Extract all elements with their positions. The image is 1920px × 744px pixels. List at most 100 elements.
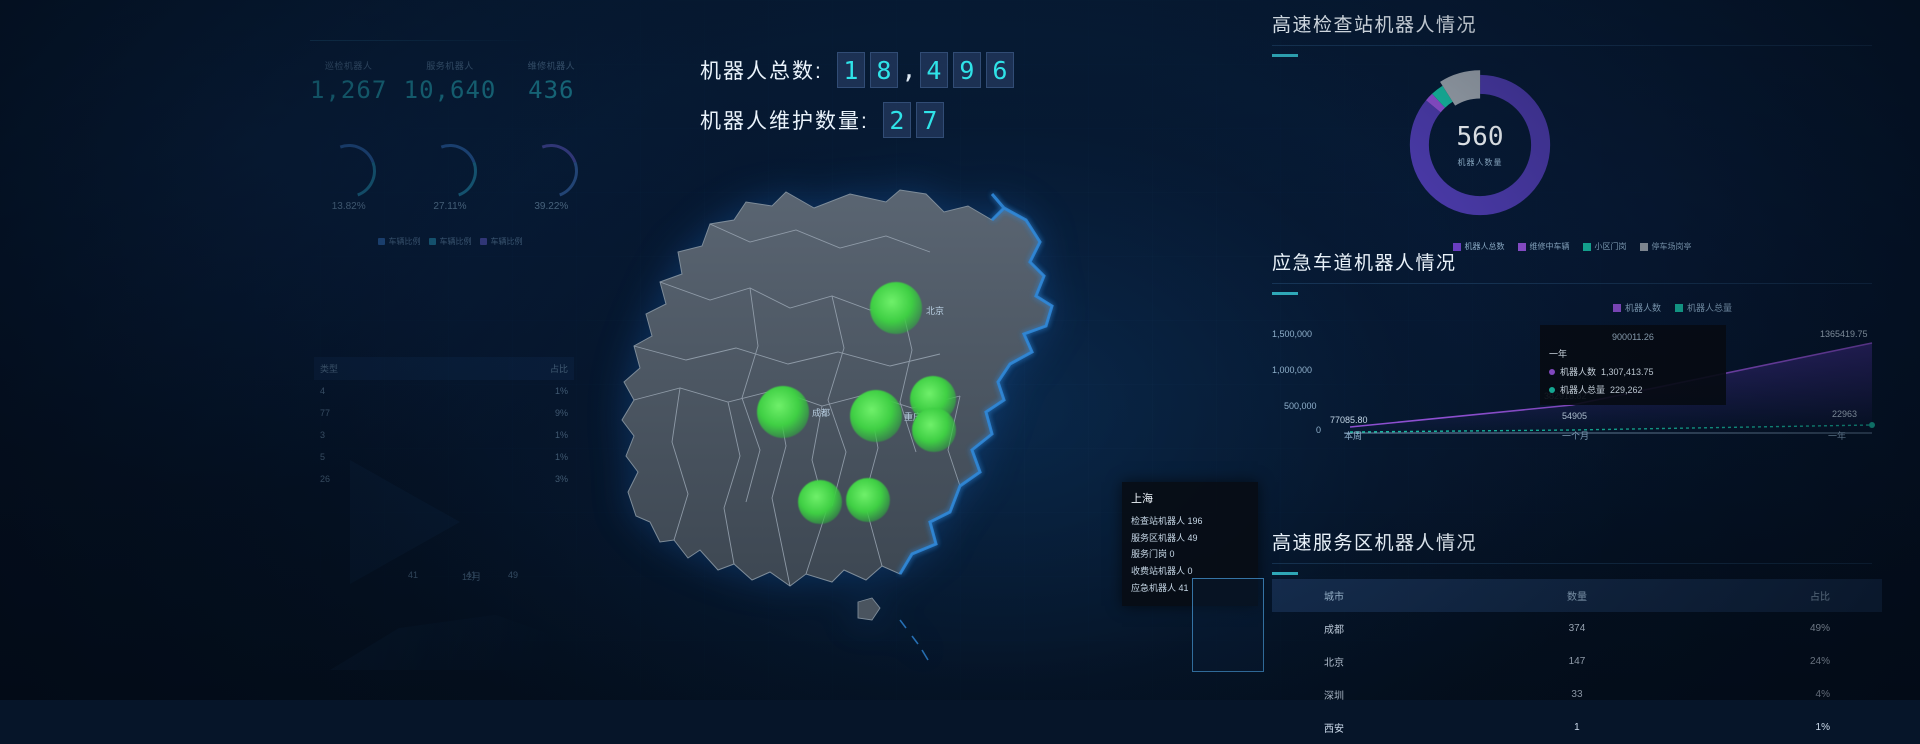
- data-point[interactable]: [1869, 422, 1875, 428]
- digit: 4: [919, 52, 948, 88]
- gauge-percent: 13.82%: [331, 201, 366, 212]
- map-marker-hangzhou[interactable]: [912, 408, 956, 452]
- donut-value: 560: [1456, 122, 1504, 152]
- counter-total-row: 机器人总数: 1 8 , 4 9 6: [700, 52, 1014, 88]
- map-tooltip-row: 服务区机器人 49: [1131, 532, 1198, 543]
- kpi-caption: 维修机器人: [527, 61, 576, 71]
- gauge-arc-icon: [312, 135, 385, 207]
- map-inset-box[interactable]: [1192, 578, 1264, 672]
- tooltip-row-label: 机器人数: [1560, 367, 1597, 377]
- table-row[interactable]: 北京 147 24%: [1272, 645, 1882, 678]
- legend-item: 车辆比例: [428, 236, 472, 247]
- counter-maintenance-digits: 2 7: [882, 102, 944, 138]
- left-legend: 车辆比例 车辆比例 车辆比例: [300, 236, 600, 247]
- column-header-share: 占比: [1614, 579, 1882, 612]
- section-title: 应急车道机器人情况: [1272, 253, 1457, 274]
- digit: 2: [882, 102, 911, 138]
- map-island: [857, 597, 881, 621]
- map-tooltip-title: 上海: [1131, 493, 1153, 505]
- kpi-caption: 巡检机器人: [324, 61, 373, 71]
- column-header-city: 城市: [1272, 579, 1540, 612]
- cell-count: 33: [1571, 689, 1583, 700]
- cell-share: 3%: [554, 474, 568, 484]
- cell-type: 5: [320, 452, 326, 462]
- cell-city: 深圳: [1324, 691, 1344, 702]
- gauge-percent: 39.22%: [534, 201, 569, 212]
- section-title: 高速服务区机器人情况: [1272, 533, 1478, 554]
- decorative-triangle: [350, 460, 460, 584]
- donut-center: 560 机器人数量: [1400, 65, 1560, 225]
- legend-swatch: [428, 238, 436, 245]
- legend-swatch: [1674, 303, 1683, 312]
- map-tooltip-row: 服务门岗 0: [1131, 549, 1175, 560]
- line-chart-tooltip: 900011.26 一年 机器人数 1,307,413.75 机器人总量 229…: [1540, 325, 1726, 405]
- x-axis-tick: 一个月: [1562, 431, 1590, 441]
- map-marker-chengdu[interactable]: [757, 386, 809, 438]
- x-axis-tick: 本周: [1344, 431, 1363, 441]
- tooltip-row: 机器人数 1,307,413.75: [1549, 365, 1717, 378]
- table-header-row: 类型 占比: [314, 357, 574, 380]
- map-label-beijing: 北京: [926, 306, 945, 316]
- counter-maintenance-row: 机器人维护数量: 2 7: [700, 102, 1014, 138]
- gauge-row: 13.82% 27.11% 39.22%: [300, 135, 600, 212]
- map-marker-shenzhen[interactable]: [798, 480, 842, 524]
- legend-label: 机器人数: [1624, 303, 1661, 313]
- column-header-count: 数量: [1539, 579, 1615, 612]
- section-title: 高速检查站机器人情况: [1272, 15, 1478, 36]
- cell-type: 77: [320, 408, 331, 418]
- gauge-percent: 27.11%: [433, 201, 467, 212]
- kpi-value: 1,267: [310, 76, 388, 104]
- gauge-ring: 13.82%: [300, 135, 397, 212]
- kpi-value: 10,640: [403, 76, 497, 104]
- point-label: 77085.80: [1330, 415, 1368, 425]
- legend-label: 车辆比例: [439, 237, 472, 246]
- service-area-table: 城市 数量 占比 成都 374 49% 北京 147 24% 深圳: [1272, 579, 1882, 744]
- x-axis-tick: 一年: [1828, 431, 1847, 441]
- legend-item: 车辆比例: [377, 236, 421, 247]
- digit: 6: [985, 52, 1014, 88]
- emergency-line-chart[interactable]: 机器人数 机器人总量 1,500,000 1,000,000 500,000 0: [1272, 303, 1882, 441]
- point-label: 54905: [1562, 411, 1588, 421]
- tooltip-row-value: 1,307,413.75: [1601, 366, 1654, 377]
- right-panel: 高速检查站机器人情况 560 机器人数量 机器人总数 维修中车辆 小区门岗 停车…: [1272, 0, 1920, 735]
- chart-label-a: 41: [408, 570, 419, 580]
- cell-share: 1%: [554, 452, 568, 462]
- map-marker-chongqing[interactable]: [850, 390, 902, 442]
- legend-item[interactable]: 机器人数: [1612, 301, 1661, 314]
- digit: 8: [869, 52, 898, 88]
- section-rule: [1272, 45, 1872, 46]
- gauge-arc-icon: [515, 135, 588, 207]
- legend-swatch: [377, 238, 385, 245]
- counter-total-digits: 1 8 , 4 9 6: [836, 52, 1014, 88]
- digit: 7: [915, 102, 944, 138]
- digit: 1: [836, 52, 865, 88]
- tooltip-row-label: 机器人总量: [1560, 385, 1606, 395]
- point-label: 22963: [1832, 409, 1858, 419]
- table-row[interactable]: 成都 374 49%: [1272, 612, 1882, 645]
- cell-share: 1%: [554, 430, 568, 440]
- section-rule: [1272, 283, 1872, 284]
- cell-city: 成都: [1324, 625, 1344, 636]
- map-tooltip-row: 检查站机器人 196: [1131, 516, 1203, 526]
- map-marker-guangzhou[interactable]: [846, 478, 890, 522]
- kpi-value: 436: [528, 76, 575, 104]
- gauge-ring: 27.11%: [401, 135, 498, 212]
- table-row[interactable]: 西安 1 1%: [1272, 711, 1882, 744]
- legend-label: 车辆比例: [388, 237, 421, 246]
- map-marker-beijing[interactable]: [870, 282, 922, 334]
- checkpoint-donut[interactable]: 560 机器人数量: [1400, 65, 1560, 225]
- cell-city: 西安: [1324, 724, 1344, 735]
- tooltip-row: 机器人总量 229,262: [1549, 383, 1717, 396]
- robot-counters: 机器人总数: 1 8 , 4 9 6 机器人维护数量: 2 7: [700, 52, 1014, 152]
- tooltip-row-value: 229,262: [1610, 384, 1643, 395]
- digit: 9: [952, 52, 981, 88]
- cell-share: 1%: [1815, 722, 1830, 733]
- section-checkpoint: 高速检查站机器人情况 560 机器人数量 机器人总数 维修中车辆 小区门岗 停车…: [1272, 10, 1892, 252]
- cell-share: 49%: [1809, 623, 1830, 634]
- legend-item[interactable]: 机器人总量: [1674, 301, 1732, 314]
- left-bottom-chart: 41 12月 41 49: [330, 570, 590, 680]
- south-sea-marks: [899, 619, 929, 661]
- section-accent-bar: [1272, 54, 1298, 57]
- left-stats-panel: 巡检机器人 1,267 服务机器人 10,640 维修机器人 436 13.82…: [300, 40, 600, 680]
- table-row[interactable]: 深圳 33 4%: [1272, 678, 1882, 711]
